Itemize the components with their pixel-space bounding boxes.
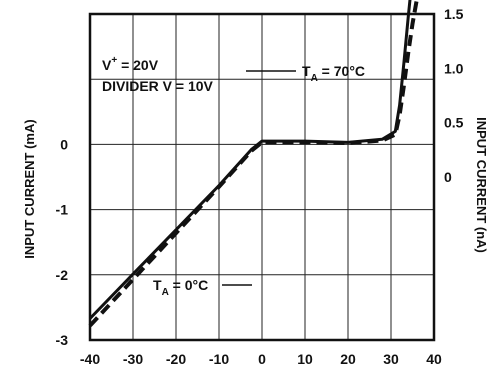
y-left-tick-label-3: 0	[60, 136, 68, 152]
series-line-dashed	[88, 0, 419, 328]
label-ta-70c: TA = 70°C	[302, 63, 365, 84]
grid	[89, 13, 435, 341]
y-axis-title-right: INPUT CURRENT (nA)	[474, 117, 489, 253]
y-right-tick-label-0: 0	[444, 169, 452, 185]
y-right-tick-label-2: 1.0	[444, 60, 464, 76]
y-right-tick-labels: 0 0.5 1.0 1.5	[444, 6, 464, 185]
x-tick-label-0: -40	[80, 351, 100, 367]
x-tick-label-2: -20	[166, 351, 186, 367]
y-right-tick-label-3: 1.5	[444, 6, 464, 22]
x-tick-label-4: 0	[258, 351, 266, 367]
x-tick-label-7: 30	[383, 351, 399, 367]
condition-supply-voltage: V+ = 20V	[102, 55, 159, 73]
label-ta-0c: TA = 0°C	[153, 277, 208, 298]
y-left-tick-label-0: -3	[56, 332, 69, 348]
condition-divider-voltage: DIVIDER V = 10V	[102, 78, 214, 94]
x-tick-label-3: -10	[209, 351, 229, 367]
y-left-tick-label-2: -1	[56, 202, 69, 218]
y-axis-title-left: INPUT CURRENT (mA)	[22, 119, 37, 258]
x-tick-label-1: -30	[123, 351, 143, 367]
y-right-tick-label-1: 0.5	[444, 115, 464, 131]
series-layer	[88, 0, 419, 328]
x-tick-label-5: 10	[297, 351, 313, 367]
x-tick-label-6: 20	[340, 351, 356, 367]
y-left-tick-labels: -3 -2 -1 0	[56, 136, 69, 348]
y-left-tick-label-1: -2	[56, 267, 69, 283]
series-line-solid	[88, 0, 412, 320]
x-tick-labels: -40 -30 -20 -10 0 10 20 30 40	[80, 351, 442, 367]
plot-frame	[88, 12, 436, 342]
x-tick-label-8: 40	[426, 351, 442, 367]
